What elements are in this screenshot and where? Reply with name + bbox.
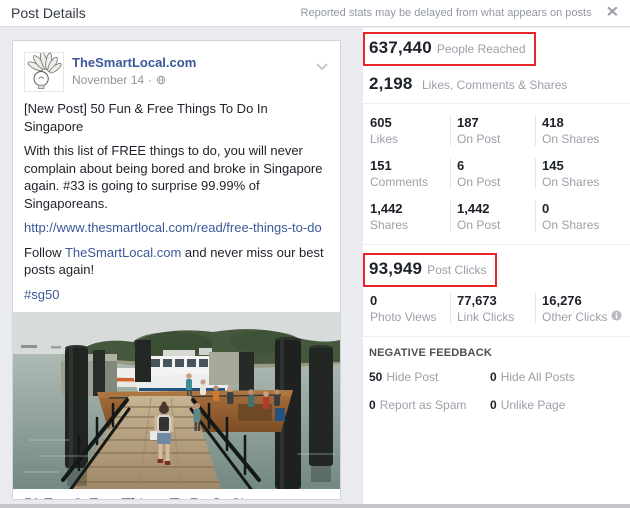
people-reached-annotation-box: 637,440 People Reached [363,32,536,66]
link-attachment[interactable]: 50 Fun & Free Things To Do In Singapore … [13,489,340,499]
stat-cell: 605 Likes [370,115,399,146]
date-separator: · [148,73,153,88]
message-line: [New Post] 50 Fun & Free Things To Do In… [24,101,268,134]
post-clicks-stat: 93,949 Post Clicks [363,245,630,287]
post-clicks-label: Post Clicks [427,263,487,277]
stat-cell: 0 On Shares [535,201,630,232]
hashtag-link[interactable]: #sg50 [24,286,60,302]
post-card: TheSmartLocal.com November 14 · [12,40,341,500]
post-clicks-annotation-box: 93,949 Post Clicks [363,253,497,287]
post-details-dialog: TheSmartLocal.com November 14 · [0,28,630,508]
stat-cell: 6 On Post [450,158,535,189]
attachment-title[interactable]: 50 Fun & Free Things To Do In Singapore [24,496,329,499]
stat-cell: 418 On Shares [535,115,630,146]
stat-cell: 1,442 Shares [370,201,409,232]
clicks-grid: 0 Photo Views 77,673 Link Clicks 16,276 … [363,287,630,337]
follow-line: Follow TheSmartLocal.com and never miss … [24,244,329,279]
people-reached-stat: 637,440 People Reached [363,30,630,66]
stats-delay-notice: Reported stats may be delayed from what … [300,7,592,19]
follow-suffix: and never miss our best posts again! [24,244,324,278]
page-logo-icon [25,51,63,91]
post-byline: TheSmartLocal.com November 14 · [72,52,196,92]
stat-cell: 145 On Shares [535,158,630,189]
negative-feedback-title: NEGATIVE FEEDBACK [369,347,492,359]
page-mention-link[interactable]: TheSmartLocal.com [64,244,182,260]
stat-cell: 0 Photo Views [370,293,437,324]
post-timestamp[interactable]: November 14 · [72,73,196,87]
stat-cell: 1,442 On Post [450,201,535,232]
engagement-stat: 2,198 Likes, Comments & Shares [363,66,630,104]
people-reached-label: People Reached [436,42,526,56]
negative-feedback-item: 0 Hide All Posts [490,370,575,384]
chevron-down-icon [316,63,328,71]
message-line: With this list of FREE things to do, you… [24,143,323,211]
post-message: [New Post] 50 Fun & Free Things To Do In… [13,92,340,312]
post-date-text: November 14 [72,73,145,88]
negative-feedback-item: 0 Report as Spam [369,398,467,412]
engagement-grid: 605 Likes 187 On Post 418 On Shares 151 … [363,104,630,245]
stat-cell: 77,673 Link Clicks [450,293,535,324]
avatar[interactable] [24,51,64,92]
globe-icon [156,75,166,85]
window-bottom-edge [0,504,630,508]
stats-panel: 637,440 People Reached 2,198 Likes, Comm… [363,28,630,508]
stat-cell: 187 On Post [450,115,535,146]
post-url-link[interactable]: http://www.thesmartlocal.com/read/free-t… [24,220,322,236]
negative-feedback-item: 50 Hide Post [369,370,439,384]
page-title: Post Details [11,5,86,21]
page-name-link[interactable]: TheSmartLocal.com [72,55,197,70]
negative-feedback-item: 0 Unlike Page [490,398,566,412]
jetty-photo-illustration [13,312,340,490]
follow-prefix: Follow [24,244,65,260]
post-preview-column: TheSmartLocal.com November 14 · [0,28,363,508]
engagement-label: Likes, Comments & Shares [422,78,568,92]
people-reached-value: 637,440 [369,38,432,57]
engagement-value: 2,198 [369,74,413,93]
post-options-button[interactable] [316,58,328,76]
post-image[interactable] [13,312,340,490]
info-icon[interactable] [611,310,622,324]
post-header: TheSmartLocal.com November 14 · [13,41,340,92]
stat-cell: 16,276 Other Clicks [535,293,630,324]
negative-feedback-section: NEGATIVE FEEDBACK 50 Hide Post 0 Hide All … [363,337,630,414]
negative-feedback-grid: 50 Hide Post 0 Hide All Posts 0 Report as S… [369,368,630,414]
modal-header: Post Details Reported stats may be delay… [0,0,630,27]
post-clicks-value: 93,949 [369,259,423,278]
other-clicks-label: Other Clicks [542,310,608,324]
stat-cell: 151 Comments [370,158,429,189]
close-icon[interactable]: ✕ [605,4,619,21]
